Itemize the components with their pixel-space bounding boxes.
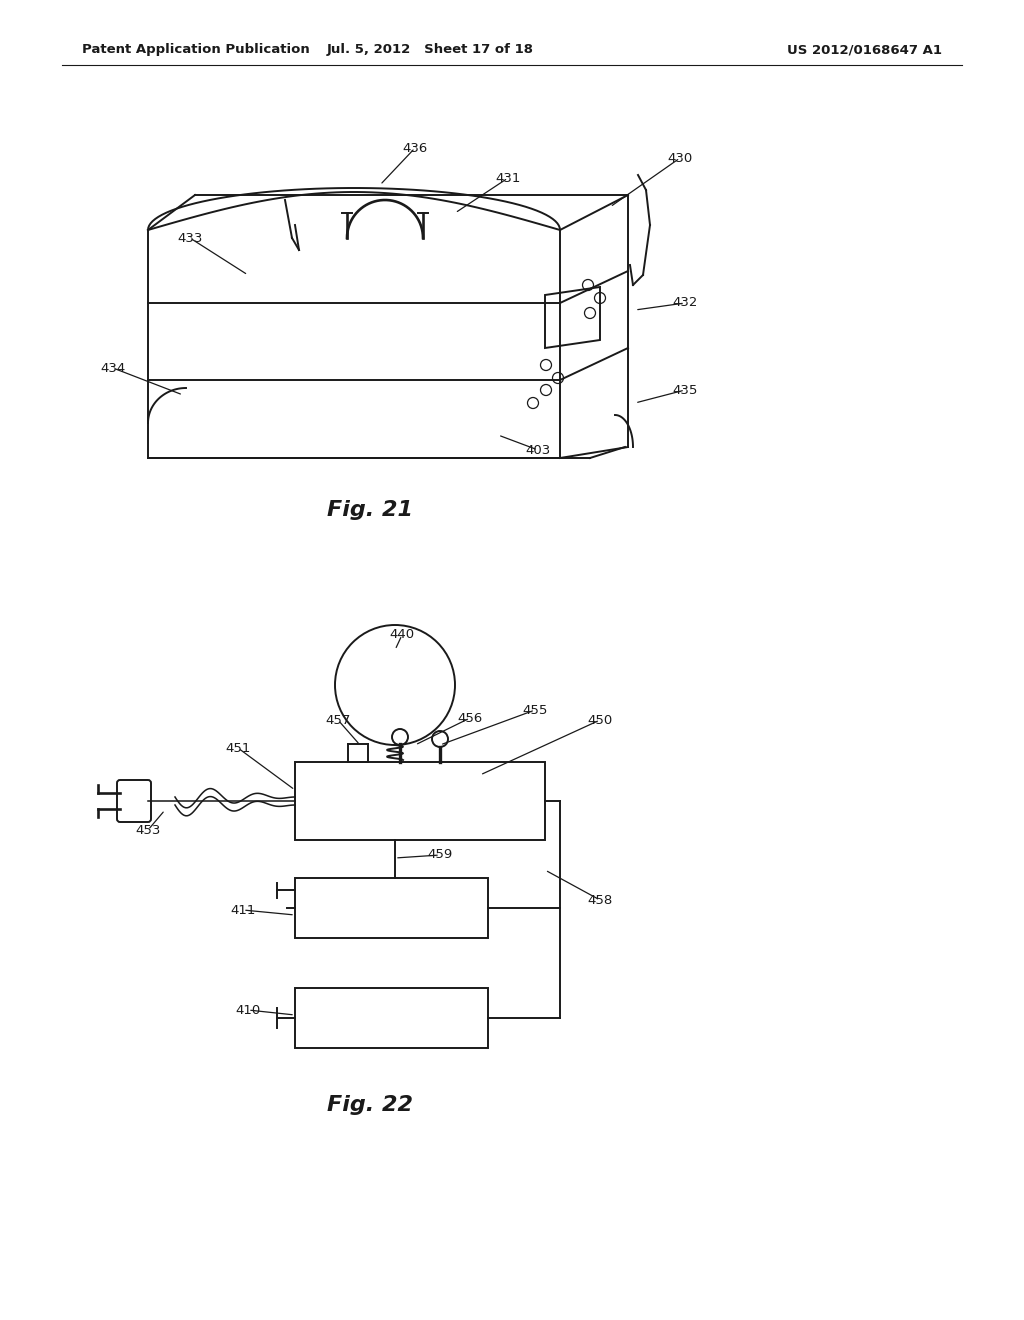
Text: 440: 440	[389, 628, 415, 642]
Text: 410: 410	[236, 1003, 261, 1016]
Text: 434: 434	[100, 362, 126, 375]
Bar	[295, 878, 488, 939]
Text: 457: 457	[326, 714, 350, 726]
Text: 431: 431	[496, 172, 520, 185]
Text: 435: 435	[673, 384, 697, 396]
Bar	[295, 762, 545, 840]
Text: 432: 432	[673, 297, 697, 309]
Text: 433: 433	[177, 231, 203, 244]
Text: 430: 430	[668, 152, 692, 165]
Text: 456: 456	[458, 711, 482, 725]
Text: 455: 455	[522, 704, 548, 717]
Text: 436: 436	[402, 141, 428, 154]
Text: 411: 411	[230, 903, 256, 916]
Text: 459: 459	[427, 849, 453, 862]
Text: Fig. 21: Fig. 21	[327, 500, 413, 520]
Text: 453: 453	[135, 824, 161, 837]
Text: 458: 458	[588, 894, 612, 907]
Text: 403: 403	[525, 444, 551, 457]
Text: 450: 450	[588, 714, 612, 726]
Bar	[295, 987, 488, 1048]
Text: US 2012/0168647 A1: US 2012/0168647 A1	[787, 44, 942, 57]
Text: Fig. 22: Fig. 22	[327, 1096, 413, 1115]
Text: Patent Application Publication: Patent Application Publication	[82, 44, 309, 57]
Text: Jul. 5, 2012   Sheet 17 of 18: Jul. 5, 2012 Sheet 17 of 18	[327, 44, 534, 57]
Text: 451: 451	[225, 742, 251, 755]
